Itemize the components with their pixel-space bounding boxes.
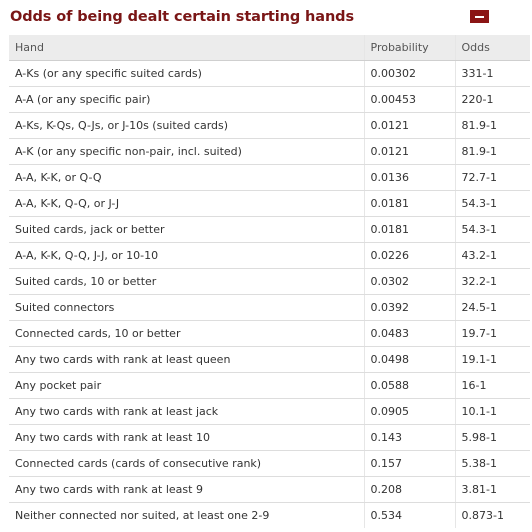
odds-cell: 16-1 — [454, 372, 530, 399]
probability-cell: 0.0392 — [363, 294, 455, 321]
minus-icon — [475, 16, 484, 18]
table-row: Any two cards with rank at least jack 0.0… — [9, 398, 530, 425]
table-row: Any pocket pair 0.0588 16-1 — [9, 372, 530, 399]
table-row: Any two cards with rank at least 10 0.143… — [9, 424, 530, 451]
hand-cell: Suited cards, 10 or better — [9, 268, 364, 295]
collapse-button[interactable] — [470, 10, 489, 23]
column-header-probability: Probability — [363, 35, 455, 61]
table-row: Suited cards, 10 or better 0.0302 32.2-1 — [9, 268, 530, 295]
hand-cell: Neither connected nor suited, at least o… — [15, 508, 270, 522]
probability-cell: 0.0483 — [363, 320, 455, 347]
probability-cell: 0.208 — [363, 476, 455, 503]
panel-title: Odds of being dealt certain starting han… — [10, 9, 354, 25]
table-row: A-A (or any specific pair) 0.00453 220-1 — [9, 86, 530, 113]
hand-cell: Connected cards, 10 or better — [9, 320, 364, 347]
probability-cell: 0.0588 — [363, 372, 455, 399]
hand-cell: A-Ks, K-Qs, Q-Js, or J-10s (suited cards… — [9, 112, 364, 139]
probability-cell: 0.0121 — [363, 112, 455, 139]
hand-cell: Any two cards with rank at least 9 — [9, 476, 364, 503]
table-row: Connected cards (cards of consecutive ra… — [9, 450, 530, 477]
table-row: Neither connected nor suited, at least o… — [9, 502, 530, 528]
table-row: A-A, K-K, Q-Q, or J-J 0.0181 54.3-1 — [9, 190, 530, 217]
hand-cell: A-A (or any specific pair) — [9, 86, 364, 113]
hand-cell: Suited connectors — [9, 294, 364, 321]
probability-cell: 0.0181 — [363, 216, 455, 243]
table-row: A-K (or any specific non-pair, incl. sui… — [9, 138, 530, 165]
odds-cell: 19.1-1 — [454, 346, 530, 373]
probability-cell: 0.00302 — [363, 60, 455, 87]
odds-cell: 220-1 — [454, 86, 530, 113]
hand-cell: A-A, K-K, or Q-Q — [9, 164, 364, 191]
hand-cell: A-A, K-K, Q-Q, or J-J — [9, 190, 364, 217]
odds-cell: 5.98-1 — [454, 424, 530, 451]
hand-cell: A-A, K-K, Q-Q, J-J, or 10-10 — [9, 242, 364, 269]
probability-cell: 0.0136 — [363, 164, 455, 191]
table-row: Suited connectors 0.0392 24.5-1 — [9, 294, 530, 321]
hand-cell: Any two cards with rank at least 10 — [9, 424, 364, 451]
probability-cell: 0.0302 — [363, 268, 455, 295]
probability-cell: 0.0226 — [363, 242, 455, 269]
odds-cell: 32.2-1 — [454, 268, 530, 295]
hand-cell: Any two cards with rank at least jack — [9, 398, 364, 425]
probability-cell: 0.00453 — [363, 86, 455, 113]
odds-cell: 72.7-1 — [454, 164, 530, 191]
probability-cell: 0.0498 — [363, 346, 455, 373]
odds-cell: 331-1 — [454, 60, 530, 87]
table-row: A-A, K-K, or Q-Q 0.0136 72.7-1 — [9, 164, 530, 191]
odds-cell: 43.2-1 — [454, 242, 530, 269]
table-row: A-Ks, K-Qs, Q-Js, or J-10s (suited cards… — [9, 112, 530, 139]
table-row: A-Ks (or any specific suited cards) 0.003… — [9, 60, 530, 87]
hand-cell: A-Ks (or any specific suited cards) — [9, 60, 364, 87]
odds-cell: 10.1-1 — [454, 398, 530, 425]
table-row: Connected cards, 10 or better 0.0483 19.7-… — [9, 320, 530, 347]
odds-cell: 81.9-1 — [454, 138, 530, 165]
probability-cell: 0.0121 — [363, 138, 455, 165]
odds-cell: 81.9-1 — [454, 112, 530, 139]
probability-cell: 0.0181 — [363, 190, 455, 217]
column-header-hand: Hand — [9, 35, 364, 61]
hand-cell: Connected cards (cards of consecutive ra… — [9, 450, 364, 477]
table-body: A-Ks (or any specific suited cards) 0.003… — [9, 60, 530, 528]
probability-cell: 0.534 — [363, 502, 455, 528]
odds-cell: 5.38-1 — [454, 450, 530, 477]
odds-cell: 19.7-1 — [454, 320, 530, 347]
column-header-odds: Odds — [454, 35, 530, 61]
probability-cell: 0.157 — [363, 450, 455, 477]
hand-cell: Any pocket pair — [9, 372, 364, 399]
odds-cell: 3.81-1 — [454, 476, 530, 503]
odds-cell: 54.3-1 — [454, 190, 530, 217]
odds-table: Hand Probability Odds A-Ks (or any speci… — [9, 35, 530, 528]
odds-cell: 54.3-1 — [454, 216, 530, 243]
table-row: Any two cards with rank at least queen 0.… — [9, 346, 530, 373]
hand-cell: Any two cards with rank at least queen — [9, 346, 364, 373]
odds-cell: 0.873-1 — [454, 502, 530, 528]
panel-header: Odds of being dealt certain starting han… — [0, 0, 532, 34]
odds-cell: 24.5-1 — [454, 294, 530, 321]
table-row: A-A, K-K, Q-Q, J-J, or 10-10 0.0226 43.2-1 — [9, 242, 530, 269]
table-row: Suited cards, jack or better 0.0181 54.3-1 — [9, 216, 530, 243]
probability-cell: 0.0905 — [363, 398, 455, 425]
probability-cell: 0.143 — [363, 424, 455, 451]
table-header-row: Hand Probability Odds — [9, 35, 530, 61]
hand-cell: A-K (or any specific non-pair, incl. sui… — [9, 138, 364, 165]
table-row: Any two cards with rank at least 9 0.208 3… — [9, 476, 530, 503]
hand-cell: Suited cards, jack or better — [9, 216, 364, 243]
